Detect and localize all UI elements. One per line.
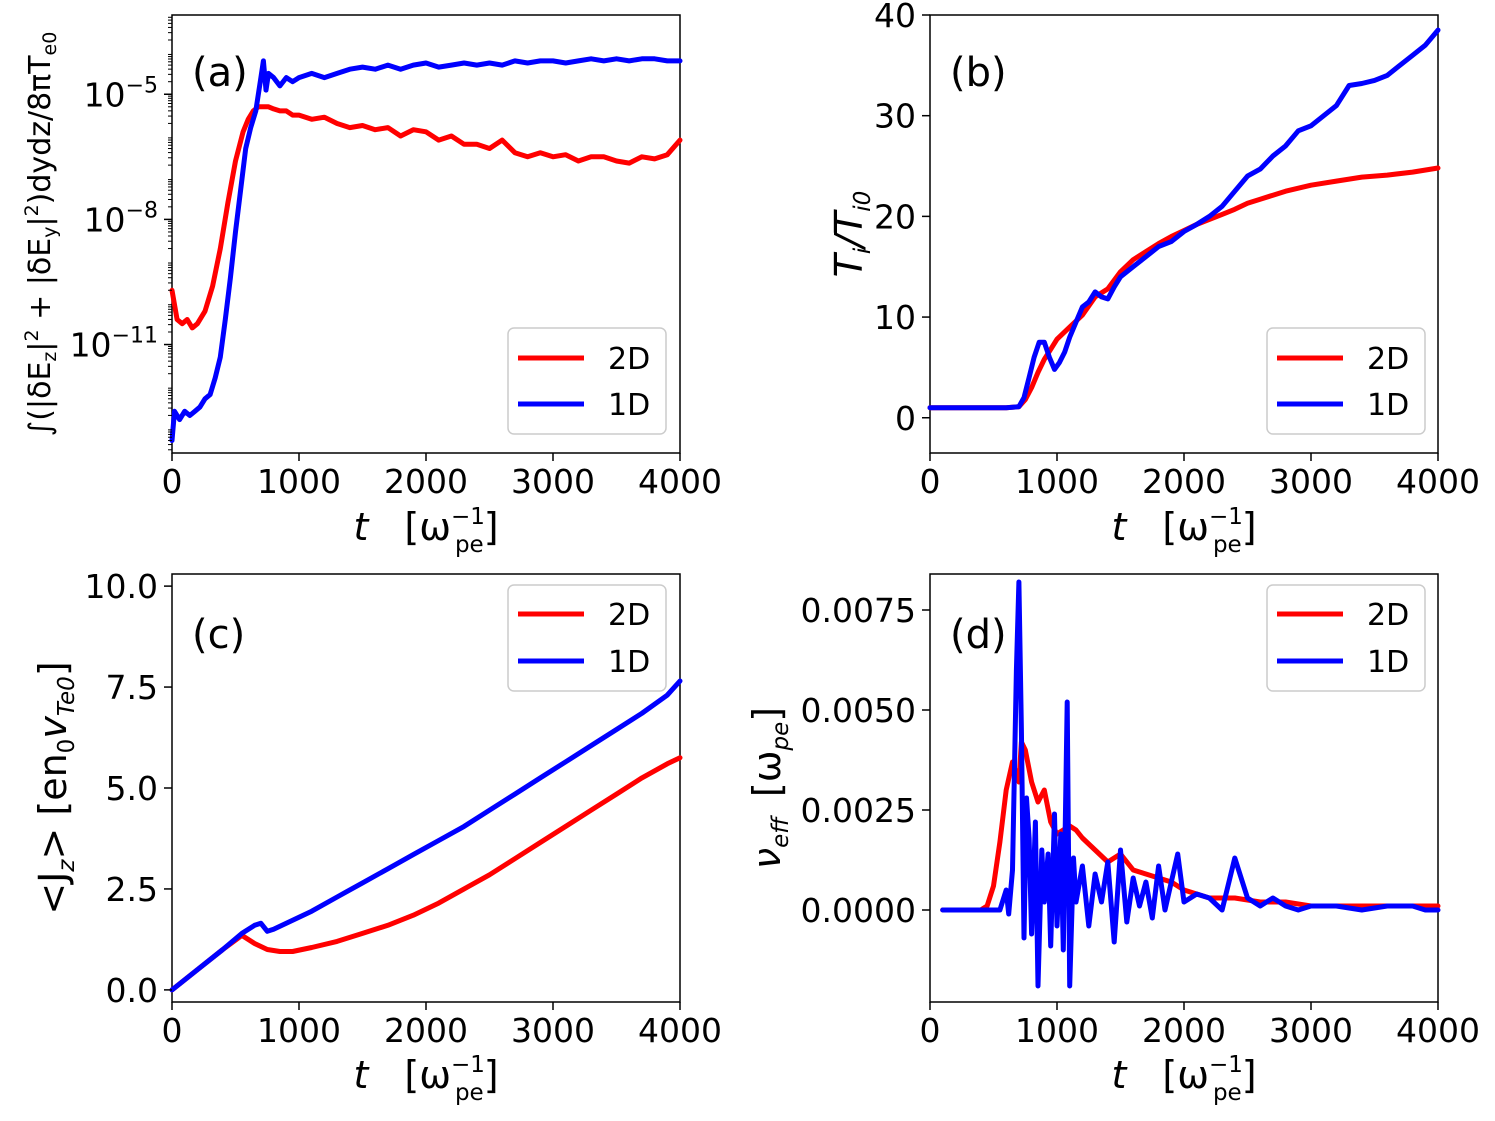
y-tick-label-b: 30 [874,97,916,136]
series-line-2d-c [169,755,683,993]
x-axis-label-b: t [ω−1 pe] [1111,504,1256,558]
x-tick-label-b: 1000 [1015,462,1099,501]
panel-d: 0 1000 2000 3000 4000 0.0000 0.0025 0.0050 0.00… [745,573,1480,1106]
y-axis-label-a: ∫(|δEz|2 + |δEy|2)dydz/8πTe0 [21,32,61,437]
y-tick-label-a: 10−5 [84,73,158,114]
x-tick-label-b: 0 [920,462,941,501]
y-axis-label-b: Ti/Ti0 [827,191,876,278]
panel-label-d: (d) [950,612,1007,658]
series-line-2d-b [927,165,1441,411]
series-line-1d-a [169,56,683,443]
y-tick-label-d: 0.0050 [801,691,916,730]
x-tick-label-c: 2000 [384,1011,468,1050]
y-tick-label-c: 5.0 [106,769,158,808]
legend-label-2d-a: 2D [608,342,650,377]
y-tick-label-c: 0.0 [106,971,158,1010]
y-tick-label-b: 40 [874,0,916,35]
x-tick-label-c: 4000 [638,1011,722,1050]
y-tick-label-c: 2.5 [106,870,158,909]
x-axis-label-c: t [ω−1 pe] [353,1052,498,1106]
x-tick-label-a: 2000 [384,462,468,501]
x-tick-label-b: 3000 [1269,462,1353,501]
x-tick-label-c: 1000 [257,1011,341,1050]
legend-d: 2D 1D [1266,584,1426,692]
y-tick-label-c: 7.5 [106,668,158,707]
legend-label-2d-d: 2D [1367,598,1409,633]
legend-c: 2D 1D [507,584,667,692]
x-tick-label-a: 3000 [511,462,595,501]
x-tick-label-d: 4000 [1396,1011,1480,1050]
panel-c: 0 1000 2000 3000 4000 0.0 2.5 5.0 7.5 10.0 (c) 2… [31,567,722,1106]
y-tick-label-a: 10−11 [70,324,158,365]
x-tick-label-a: 1000 [257,462,341,501]
y-tick-label-b: 0 [895,399,916,438]
series-line-2d-a [169,104,683,331]
panel-a: 0 1000 2000 3000 4000 10−11 10−8 10−5 (a) 2D 1… [21,14,722,558]
x-axis-label-a: t [ω−1 pe] [353,504,498,558]
y-tick-label-d: 0.0025 [801,791,916,830]
panel-b: 0 1000 2000 3000 4000 0 10 20 30 40 (b) 2D 1D t[… [827,0,1480,558]
legend-label-1d-c: 1D [608,645,650,680]
y-tick-label-b: 20 [874,197,916,236]
x-tick-label-c: 3000 [511,1011,595,1050]
x-tick-label-d: 3000 [1269,1011,1353,1050]
series-line-1d-d [940,579,1441,989]
x-tick-label-d: 1000 [1015,1011,1099,1050]
y-tick-label-c: 10.0 [85,567,158,606]
x-tick-label-b: 2000 [1142,462,1226,501]
x-tick-label-d: 2000 [1142,1011,1226,1050]
legend-label-2d-c: 2D [608,598,650,633]
legend-label-1d-a: 1D [608,388,650,423]
y-tick-label-d: 0.0000 [801,891,916,930]
series-line-1d-b [927,27,1441,411]
y-tick-label-a: 10−8 [84,198,158,239]
y-axis-label-d: νeff[ωpe] [745,707,794,869]
legend-a: 2D 1D [507,327,667,435]
legend-label-1d-b: 1D [1367,388,1409,423]
legend-b: 2D 1D [1266,327,1426,435]
panel-label-a: (a) [192,50,248,96]
y-tick-label-d: 0.0075 [801,591,916,630]
legend-box-a [507,327,667,435]
x-tick-label-a: 0 [162,462,183,501]
x-tick-label-a: 4000 [638,462,722,501]
y-tick-label-b: 10 [874,298,916,337]
series-line-1d-c [169,678,683,993]
x-tick-label-c: 0 [162,1011,183,1050]
legend-box-b [1266,327,1426,435]
x-tick-label-d: 0 [920,1011,941,1050]
legend-label-1d-d: 1D [1367,645,1409,680]
legend-label-2d-b: 2D [1367,342,1409,377]
panel-label-c: (c) [192,612,245,658]
x-tick-label-b: 4000 [1396,462,1480,501]
y-axis-label-c: <Jz> [en0vTe0] [31,661,80,914]
panel-label-b: (b) [950,50,1007,96]
x-axis-label-d: t [ω−1 pe] [1111,1052,1256,1106]
